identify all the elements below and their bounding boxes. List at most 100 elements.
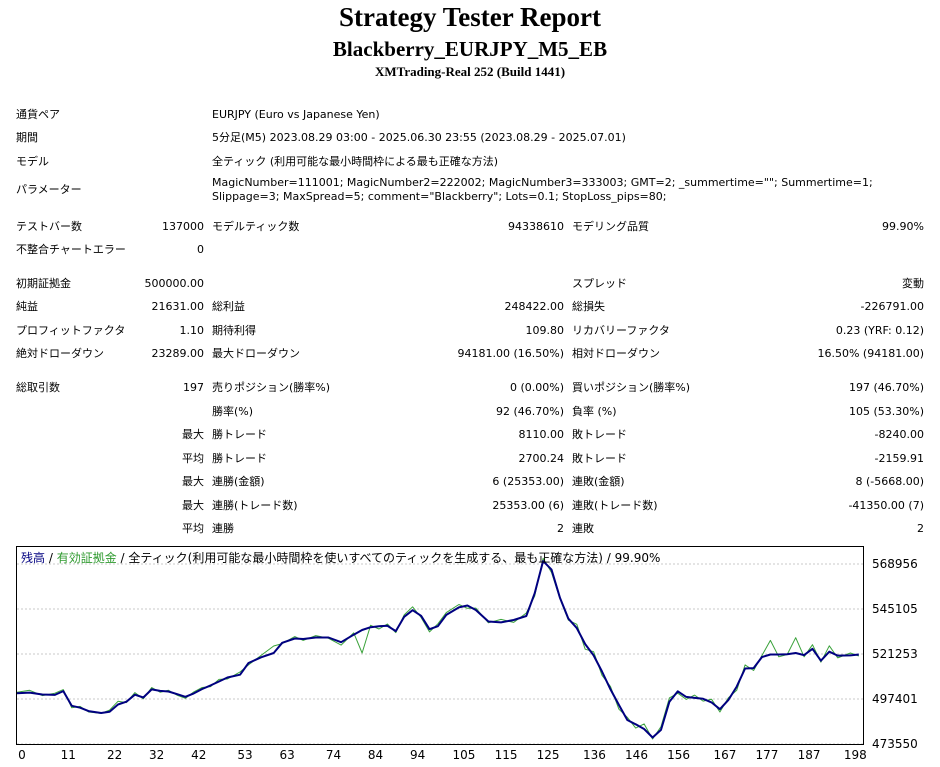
lossrate-value: 105 (53.30%) — [848, 405, 924, 418]
avg-cons-loss-value: 2 — [917, 522, 924, 535]
max-cons-lossamt-label: 連敗(トレード数) — [572, 499, 658, 512]
x-tick-label: 11 — [60, 748, 76, 762]
legend-sep-2: / — [116, 551, 129, 565]
largest-win-value: 8110.00 — [518, 428, 565, 441]
recovery-label: リカバリーファクタ — [572, 324, 670, 337]
balance-line — [17, 560, 859, 739]
max-dd-value: 94181.00 (16.50%) — [457, 347, 564, 360]
avg-loss-value: -2159.91 — [874, 452, 924, 465]
avg-loss-label: 敗トレード — [572, 452, 627, 465]
long-value: 197 (46.70%) — [848, 381, 924, 394]
rel-dd-label: 相対ドローダウン — [572, 347, 660, 360]
trades-label: 総取引数 — [16, 381, 60, 394]
x-tick-label: 146 — [625, 748, 648, 762]
pf-value: 1.10 — [179, 324, 205, 337]
bars-value: 137000 — [162, 220, 204, 233]
max-cons-loss-label: 連敗(金額) — [572, 475, 625, 488]
abs-dd-label: 絶対ドローダウン — [16, 347, 104, 360]
model-label: モデル — [16, 155, 49, 168]
lossrate-label: 負率 (%) — [572, 405, 617, 418]
max-cons-win-value: 6 (25353.00) — [492, 475, 564, 488]
x-tick-label: 84 — [367, 748, 384, 762]
period-label: 期間 — [16, 131, 38, 144]
server-build: XMTrading-Real 252 (Build 1441) — [374, 64, 566, 79]
short-value: 0 (0.00%) — [509, 381, 564, 394]
net-label: 純益 — [16, 300, 38, 313]
quality-value: 99.90% — [882, 220, 924, 233]
x-tick-label: 198 — [843, 748, 867, 762]
y-tick-label: 497401 — [872, 692, 918, 706]
chart-legend: 残高 / 有効証拠金 / 全ティック(利用可能な最小時間枠を使いすべてのティック… — [21, 550, 660, 566]
max-cons-amount-word: 最大 — [182, 499, 204, 512]
max-cons-profit-label: 連勝(トレード数) — [212, 499, 298, 512]
max-cons-win-label: 連勝(金額) — [212, 475, 265, 488]
spread-value: 変動 — [902, 277, 924, 290]
largest-loss-value: -8240.00 — [874, 428, 924, 441]
gross-profit-value: 248422.00 — [504, 300, 565, 313]
x-tick-label: 105 — [452, 748, 476, 762]
largest-win-label: 勝トレード — [212, 428, 267, 441]
expected-value: 109.80 — [525, 324, 565, 337]
x-tick-label: 42 — [191, 748, 207, 762]
y-tick-label: 545105 — [872, 602, 918, 617]
x-tick-label: 167 — [713, 748, 737, 762]
report-title: Strategy Tester Report — [339, 2, 601, 32]
legend-sep-1: / — [45, 551, 57, 565]
winrate-label: 勝率(%) — [212, 405, 254, 418]
y-tick-label: 521253 — [872, 647, 918, 662]
max-cons-loss-value: 8 (-5668.00) — [855, 475, 924, 488]
spread-label: スプレッド — [572, 277, 627, 290]
params-value: MagicNumber=111001; MagicNumber2=222002;… — [212, 176, 873, 203]
max-dd-label: 最大ドローダウン — [212, 347, 300, 360]
x-tick-label: 187 — [797, 748, 821, 762]
model-value: 全ティック (利用可能な最小時間枠による最も正確な方法) — [212, 155, 499, 168]
recovery-value: 0.23 (YRF: 0.12) — [835, 324, 924, 337]
period-value: 5分足(M5) 2023.08.29 03:00 - 2025.06.30 23… — [212, 131, 626, 144]
x-tick-label: 0 — [18, 748, 26, 762]
avg-cons-win-label: 連勝 — [212, 522, 234, 535]
legend-equity: 有効証拠金 — [56, 551, 117, 565]
abs-dd-value: 23289.00 — [151, 347, 205, 360]
params-label: パラメーター — [16, 183, 82, 196]
legend-balance: 残高 — [21, 551, 46, 565]
y-tick-label: 568956 — [872, 557, 918, 572]
x-tick-label: 125 — [536, 748, 560, 762]
average-word: 平均 — [182, 452, 204, 465]
short-label: 売りポジション(勝率%) — [212, 381, 331, 394]
x-tick-label: 177 — [755, 748, 779, 762]
x-tick-label: 74 — [325, 748, 342, 762]
legend-model: 全ティック(利用可能な最小時間枠を使いすべてのティックを生成する、最も正確な方法… — [128, 551, 661, 565]
winrate-value: 92 (46.70%) — [495, 405, 564, 418]
x-tick-label: 94 — [410, 748, 426, 762]
x-tick-label: 63 — [279, 748, 295, 762]
max-cons-lossamt-value: -41350.00 (7) — [848, 499, 924, 512]
balance-chart-plot — [17, 557, 863, 744]
avg-win-label: 勝トレード — [212, 452, 267, 465]
mismatch-value: 0 — [197, 243, 204, 256]
x-tick-label: 32 — [149, 748, 165, 762]
gross-loss-label: 総損失 — [572, 300, 605, 313]
avg-cons-win-value: 2 — [557, 522, 564, 535]
quality-label: モデリング品質 — [572, 220, 649, 233]
net-value: 21631.00 — [151, 300, 205, 313]
avg-cons-word: 平均 — [182, 522, 204, 535]
mismatch-label: 不整合チャートエラー — [16, 243, 126, 256]
rel-dd-value: 16.50% (94181.00) — [817, 347, 924, 360]
gross-profit-label: 総利益 — [212, 300, 245, 313]
expert-name: Blackberry_EURJPY_M5_EB — [332, 37, 608, 61]
long-label: 買いポジション(勝率%) — [572, 381, 691, 394]
max-cons-word: 最大 — [182, 475, 204, 488]
x-tick-label: 53 — [237, 748, 253, 762]
symbol-label: 通貨ペア — [16, 108, 60, 121]
ticks-label: モデルティック数 — [212, 220, 300, 233]
equity-line — [17, 557, 859, 740]
y-tick-label: 473550 — [872, 737, 918, 751]
bars-label: テストバー数 — [16, 220, 82, 233]
gross-loss-value: -226791.00 — [860, 300, 924, 313]
balance-chart: 残高 / 有効証拠金 / 全ティック(利用可能な最小時間枠を使いすべてのティック… — [16, 546, 864, 745]
pf-label: プロフィットファクタ — [16, 324, 126, 337]
largest-loss-label: 敗トレード — [572, 428, 627, 441]
x-tick-label: 136 — [582, 748, 606, 762]
x-tick-label: 22 — [106, 748, 123, 762]
ticks-value: 94338610 — [508, 220, 564, 233]
